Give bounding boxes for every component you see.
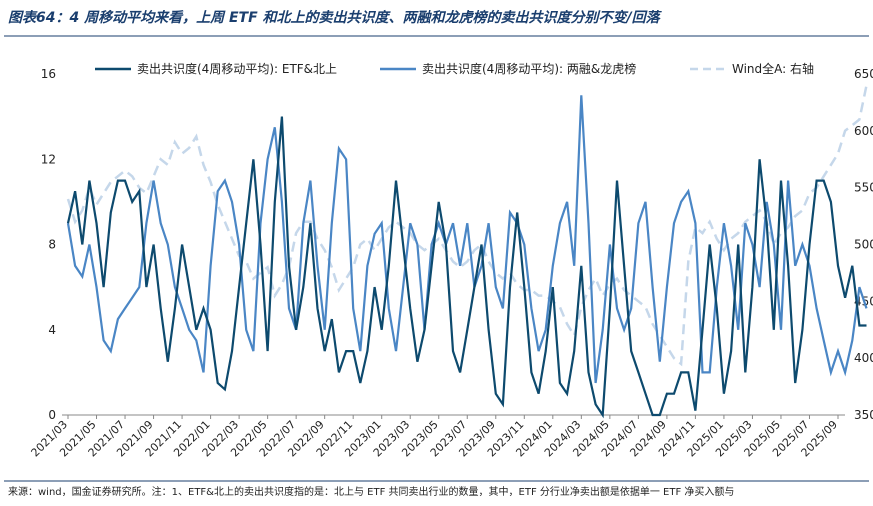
y2-tick-label: 600: [854, 124, 873, 138]
y-tick-label: 4: [48, 323, 56, 337]
y-tick-label: 12: [41, 152, 56, 166]
y2-tick-label: 550: [854, 181, 873, 195]
series-line: [66, 85, 868, 367]
y2-tick-label: 650: [854, 67, 873, 81]
y2-tick-label: 350: [854, 408, 873, 422]
chart-title: 图表64：4 周移动平均来看，上周 ETF 和北上的卖出共识度、两融和龙虎榜的卖…: [8, 9, 663, 26]
legend-label: 卖出共识度(4周移动平均): 两融&龙虎榜: [422, 61, 636, 76]
y-tick-label: 16: [41, 67, 56, 81]
y2-tick-label: 400: [854, 351, 873, 365]
series-line: [66, 116, 867, 419]
legend-label: 卖出共识度(4周移动平均): ETF&北上: [137, 61, 337, 76]
y2-tick-label: 500: [854, 238, 873, 252]
y-tick-label: 0: [48, 408, 56, 422]
series-line: [66, 95, 868, 384]
legend-label: Wind全A: 右轴: [732, 61, 814, 76]
y-tick-label: 8: [48, 238, 56, 252]
footnote: 来源：wind，国金证券研究所。注：1、ETF&北上的卖出共识度指的是：北上与 …: [8, 485, 734, 498]
